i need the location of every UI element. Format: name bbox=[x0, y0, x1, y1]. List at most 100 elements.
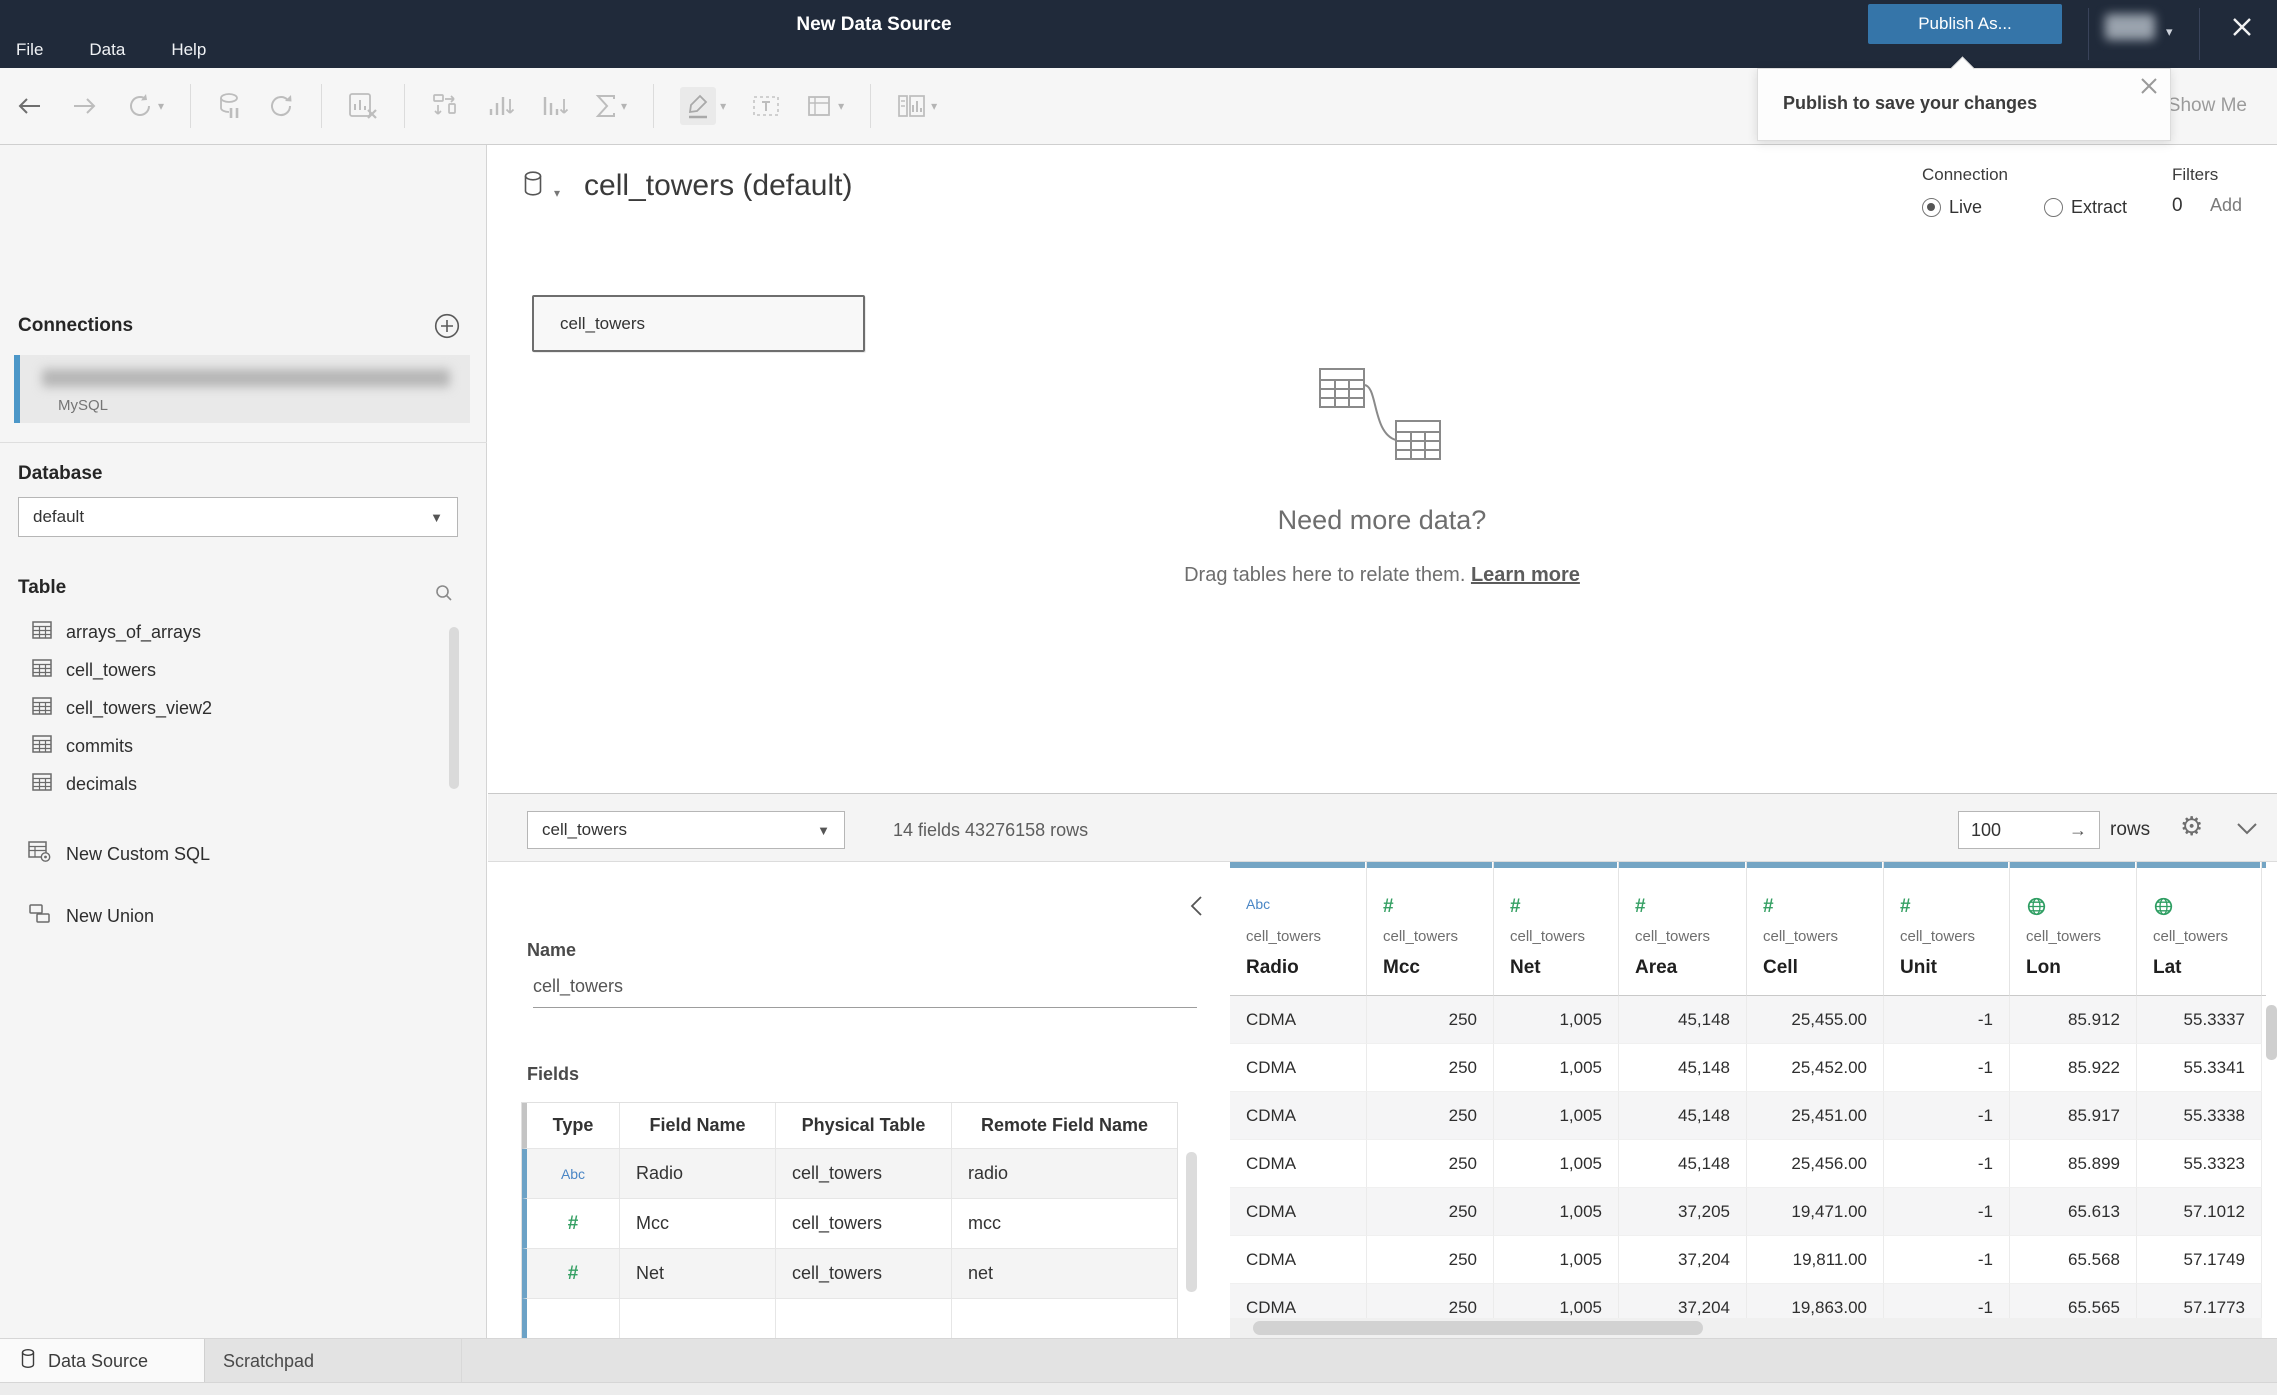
sidebar-table-item-cell_towers_view2[interactable]: cell_towers_view2 bbox=[18, 689, 438, 727]
table-item-label: commits bbox=[66, 735, 133, 756]
show-me-button[interactable]: Show Me bbox=[2167, 95, 2247, 116]
chevron-left-icon[interactable] bbox=[1188, 894, 1204, 924]
close-icon[interactable] bbox=[2231, 16, 2253, 43]
grid-cell: 1,005 bbox=[1494, 1236, 1619, 1284]
highlight-icon[interactable]: ▾ bbox=[680, 87, 726, 125]
preview-table-select[interactable]: cell_towers ▼ bbox=[527, 811, 845, 849]
type-number-icon: # bbox=[1510, 896, 1521, 917]
grid-cell: 1,005 bbox=[1494, 1092, 1619, 1140]
grid-cell: CDMA bbox=[1230, 1092, 1367, 1140]
undo-icon[interactable] bbox=[14, 94, 44, 118]
new-union[interactable]: New Union bbox=[18, 897, 438, 935]
add-connection-icon[interactable] bbox=[434, 313, 460, 344]
connection-name-redacted bbox=[42, 369, 450, 387]
grid-horizontal-scrollbar[interactable] bbox=[1230, 1318, 2262, 1338]
totals-icon[interactable]: ▾ bbox=[595, 93, 627, 119]
filters-add-link[interactable]: Add bbox=[2210, 195, 2243, 215]
clear-sheet-icon[interactable] bbox=[348, 92, 378, 120]
type-number-icon: # bbox=[567, 1262, 579, 1284]
redo-icon[interactable] bbox=[70, 94, 100, 118]
fields-row-Radio[interactable]: Abc Radio cell_towers radio bbox=[522, 1149, 1177, 1199]
grid-data-row[interactable]: CDMA 250 1,005 45,148 25,452.00 -1 85.922 55.33… bbox=[1230, 1044, 2266, 1092]
sort-descending-icon[interactable] bbox=[541, 93, 569, 119]
database-icon[interactable] bbox=[522, 170, 544, 203]
datasource-title[interactable]: cell_towers (default) bbox=[584, 169, 853, 202]
tab-scratchpad[interactable]: Scratchpad bbox=[205, 1339, 462, 1383]
menu-file[interactable]: File bbox=[16, 40, 44, 59]
grid-data-row[interactable]: CDMA 250 1,005 45,148 25,455.00 -1 85.912 55.33… bbox=[1230, 996, 2266, 1044]
grid-data-row[interactable]: CDMA 250 1,005 37,205 19,471.00 -1 65.613 57.10… bbox=[1230, 1188, 2266, 1236]
sidebar-table-item-commits[interactable]: commits bbox=[18, 727, 438, 765]
field-type-cell[interactable]: # bbox=[527, 1249, 620, 1298]
chevron-down-icon[interactable] bbox=[2236, 822, 2258, 841]
connection-item[interactable]: MySQL bbox=[14, 355, 470, 423]
learn-more-link[interactable]: Learn more bbox=[1470, 564, 1580, 586]
sort-ascending-icon[interactable] bbox=[487, 93, 515, 119]
sidebar-table-item-cell_towers[interactable]: cell_towers bbox=[18, 651, 438, 689]
show-cards-icon[interactable]: ▾ bbox=[897, 93, 937, 119]
grid-column-header-Unit[interactable]: # cell_towers Unit bbox=[1884, 862, 2010, 996]
fields-table-scrollbar[interactable] bbox=[1186, 1152, 1197, 1292]
grid-column-header-Area[interactable]: # cell_towers Area bbox=[1619, 862, 1747, 996]
new-custom-sql[interactable]: New Custom SQL bbox=[18, 835, 438, 873]
name-field[interactable]: cell_towers bbox=[533, 976, 1197, 1008]
grid-data-row[interactable]: CDMA 250 1,005 37,204 19,811.00 -1 65.568 57.17… bbox=[1230, 1236, 2266, 1284]
replay-icon[interactable]: ▾ bbox=[126, 93, 164, 119]
fields-row-Net[interactable]: # Net cell_towers net bbox=[522, 1249, 1177, 1299]
grid-cell: -1 bbox=[1884, 1188, 2010, 1236]
menu-data[interactable]: Data bbox=[89, 40, 126, 59]
fields-row-Mcc[interactable]: # Mcc cell_towers mcc bbox=[522, 1199, 1177, 1249]
table-node-cell-towers[interactable]: cell_towers bbox=[532, 295, 865, 352]
sidebar-table-item-arrays_of_arrays[interactable]: arrays_of_arrays bbox=[18, 613, 438, 651]
search-icon[interactable] bbox=[434, 583, 454, 608]
grid-cell: 250 bbox=[1367, 1044, 1494, 1092]
grid-column-header-Mcc[interactable]: # cell_towers Mcc bbox=[1367, 862, 1494, 996]
grid-cell: 45,148 bbox=[1619, 1044, 1747, 1092]
grid-cell: 1,005 bbox=[1494, 1044, 1619, 1092]
grid-column-header-Lat[interactable]: cell_towers Lat bbox=[2137, 862, 2262, 996]
grid-data-row[interactable]: CDMA 250 1,005 45,148 25,451.00 -1 85.917 55.33… bbox=[1230, 1092, 2266, 1140]
connection-extract-option[interactable]: Extract bbox=[2044, 197, 2127, 218]
field-type-cell[interactable]: # bbox=[527, 1199, 620, 1248]
grid-column-header-Net[interactable]: # cell_towers Net bbox=[1494, 862, 1619, 996]
grid-vertical-scrollbar[interactable] bbox=[2266, 868, 2277, 1318]
sidebar-table-item-decimals[interactable]: decimals bbox=[18, 765, 438, 803]
fields-header-row: Type Field Name Physical Table Remote Field… bbox=[522, 1103, 1177, 1149]
row-count-input[interactable]: 100 → bbox=[1958, 811, 2100, 849]
grid-cell: 85.917 bbox=[2010, 1092, 2137, 1140]
grid-column-table: cell_towers bbox=[1383, 928, 1459, 945]
field-type-cell[interactable]: Abc bbox=[527, 1149, 620, 1198]
scrollbar-thumb[interactable] bbox=[1253, 1321, 1703, 1335]
caret-down-icon[interactable]: ▾ bbox=[2166, 24, 2173, 39]
radio-live-icon[interactable] bbox=[1922, 198, 1941, 217]
connections-header: Connections bbox=[18, 315, 134, 336]
labels-icon[interactable] bbox=[752, 93, 780, 119]
empty-cell bbox=[776, 1299, 952, 1338]
scrollbar-thumb[interactable] bbox=[2266, 1005, 2277, 1060]
grid-cell: CDMA bbox=[1230, 1236, 1367, 1284]
menu-bar: File Data Help bbox=[16, 40, 206, 60]
run-update-icon[interactable] bbox=[267, 92, 295, 120]
database-select[interactable]: default ▼ bbox=[18, 497, 458, 537]
menu-help[interactable]: Help bbox=[171, 40, 207, 59]
table-list-scrollbar[interactable] bbox=[449, 627, 459, 789]
publish-tooltip: Publish to save your changes bbox=[1757, 56, 2171, 141]
pause-updates-icon[interactable] bbox=[217, 92, 241, 120]
grid-column-header-Radio[interactable]: Abc cell_towers Radio bbox=[1230, 862, 1367, 996]
radio-extract-icon[interactable] bbox=[2044, 198, 2063, 217]
swap-rows-columns-icon[interactable] bbox=[431, 92, 461, 120]
gear-icon[interactable]: ⚙ bbox=[2180, 812, 2204, 842]
user-avatar[interactable] bbox=[2105, 14, 2155, 40]
tab-data-source[interactable]: Data Source bbox=[0, 1339, 205, 1383]
caret-down-icon[interactable]: ▾ bbox=[554, 186, 561, 200]
grid-column-header-Lon[interactable]: cell_towers Lon bbox=[2010, 862, 2137, 996]
toolbar-divider bbox=[870, 84, 872, 128]
grid-data-row[interactable]: CDMA 250 1,005 45,148 25,456.00 -1 85.899 55.33… bbox=[1230, 1140, 2266, 1188]
arrow-right-icon[interactable]: → bbox=[2069, 819, 2087, 840]
grid-cell: 37,204 bbox=[1619, 1236, 1747, 1284]
connection-live-option[interactable]: Live bbox=[1922, 197, 1982, 218]
close-icon[interactable] bbox=[2140, 77, 2158, 100]
fit-icon[interactable]: ▾ bbox=[806, 93, 844, 119]
publish-as-button[interactable]: Publish As... bbox=[1868, 4, 2062, 44]
grid-column-header-Cell[interactable]: # cell_towers Cell bbox=[1747, 862, 1884, 996]
